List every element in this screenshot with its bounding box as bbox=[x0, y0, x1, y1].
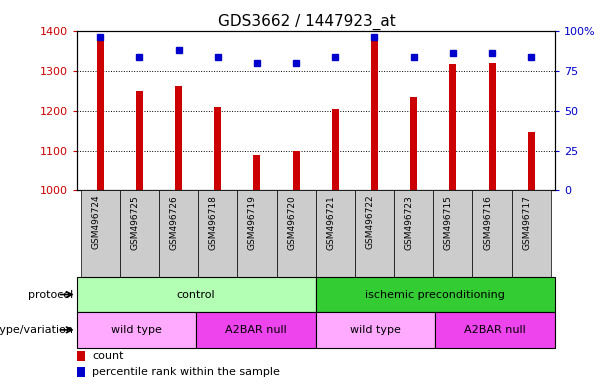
Bar bbox=[528, 131, 535, 190]
Bar bbox=[198, 190, 237, 277]
Bar bbox=[316, 190, 355, 277]
Bar bbox=[355, 190, 394, 277]
Bar bbox=[316, 277, 555, 312]
Text: control: control bbox=[177, 290, 216, 300]
Bar bbox=[77, 312, 196, 348]
Text: GSM496723: GSM496723 bbox=[405, 195, 414, 250]
Bar bbox=[489, 63, 495, 190]
Text: GSM496719: GSM496719 bbox=[248, 195, 257, 250]
Bar bbox=[435, 312, 555, 348]
Bar bbox=[237, 190, 276, 277]
Text: GSM496720: GSM496720 bbox=[287, 195, 296, 250]
Bar bbox=[77, 277, 316, 312]
Bar bbox=[120, 190, 159, 277]
Bar bbox=[196, 312, 316, 348]
Bar bbox=[97, 35, 104, 190]
Text: percentile rank within the sample: percentile rank within the sample bbox=[93, 367, 280, 377]
Text: GSM496718: GSM496718 bbox=[208, 195, 218, 250]
Text: GSM496725: GSM496725 bbox=[131, 195, 139, 250]
Bar bbox=[394, 190, 433, 277]
Bar bbox=[449, 64, 457, 190]
Text: genotype/variation: genotype/variation bbox=[0, 325, 74, 335]
Bar bbox=[332, 109, 339, 190]
Text: wild type: wild type bbox=[111, 325, 162, 335]
Bar bbox=[512, 190, 551, 277]
Text: GDS3662 / 1447923_at: GDS3662 / 1447923_at bbox=[218, 13, 395, 30]
Bar bbox=[292, 151, 300, 190]
Bar bbox=[77, 351, 85, 361]
Text: GSM496724: GSM496724 bbox=[91, 195, 100, 250]
Text: protocol: protocol bbox=[28, 290, 74, 300]
Bar bbox=[214, 107, 221, 190]
Bar bbox=[136, 91, 143, 190]
Bar bbox=[253, 155, 261, 190]
Text: wild type: wild type bbox=[350, 325, 401, 335]
Text: GSM496726: GSM496726 bbox=[170, 195, 178, 250]
Text: GSM496716: GSM496716 bbox=[483, 195, 492, 250]
Bar bbox=[175, 86, 182, 190]
Text: GSM496722: GSM496722 bbox=[365, 195, 375, 250]
Text: A2BAR null: A2BAR null bbox=[464, 325, 526, 335]
Bar bbox=[276, 190, 316, 277]
Text: GSM496715: GSM496715 bbox=[444, 195, 453, 250]
Text: count: count bbox=[93, 351, 124, 361]
Text: GSM496721: GSM496721 bbox=[326, 195, 335, 250]
Bar bbox=[473, 190, 512, 277]
Text: GSM496717: GSM496717 bbox=[522, 195, 531, 250]
Bar bbox=[316, 312, 435, 348]
Bar bbox=[159, 190, 198, 277]
Bar bbox=[77, 367, 85, 377]
Bar bbox=[371, 39, 378, 190]
Text: ischemic preconditioning: ischemic preconditioning bbox=[365, 290, 505, 300]
Bar bbox=[410, 97, 417, 190]
Bar bbox=[80, 190, 120, 277]
Text: A2BAR null: A2BAR null bbox=[225, 325, 287, 335]
Bar bbox=[433, 190, 473, 277]
